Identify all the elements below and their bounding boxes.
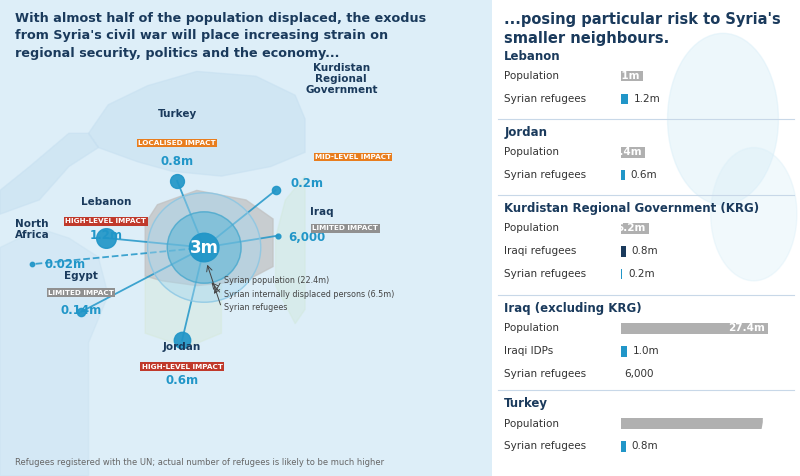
Text: 4.4m: 4.4m — [612, 147, 642, 158]
Text: Kurdistan
Regional
Government: Kurdistan Regional Government — [305, 63, 378, 95]
Circle shape — [147, 193, 261, 302]
Text: Jordan: Jordan — [163, 342, 201, 352]
Text: 0.6m: 0.6m — [630, 170, 658, 180]
Point — [99, 234, 112, 242]
Circle shape — [710, 148, 797, 281]
Text: Population: Population — [504, 323, 559, 334]
Text: Syrian refugees: Syrian refugees — [504, 94, 586, 104]
Bar — [622, 346, 626, 357]
Bar — [622, 170, 625, 180]
Text: With almost half of the population displaced, the exodus
from Syria's civil war : With almost half of the population displ… — [14, 12, 426, 60]
Polygon shape — [0, 228, 108, 476]
Text: 27.4m: 27.4m — [728, 323, 765, 334]
Circle shape — [667, 33, 778, 205]
Text: LIMITED IMPACT: LIMITED IMPACT — [48, 290, 114, 296]
Bar — [622, 223, 649, 234]
Text: Population: Population — [504, 147, 559, 158]
Text: 1.2m: 1.2m — [90, 229, 122, 242]
Text: Turkey: Turkey — [504, 397, 548, 410]
Text: Syrian refugees: Syrian refugees — [504, 441, 586, 452]
Text: 0.8m: 0.8m — [632, 441, 658, 452]
Polygon shape — [0, 133, 98, 214]
Text: 1.0m: 1.0m — [633, 346, 659, 357]
Text: 5.2m: 5.2m — [617, 223, 646, 234]
Polygon shape — [145, 190, 273, 286]
Text: 0.8m: 0.8m — [632, 246, 658, 257]
Text: Lebanon: Lebanon — [81, 197, 131, 207]
Text: Population: Population — [504, 71, 559, 81]
Text: Refugees registered with the UN; actual number of refugees is likely to be much : Refugees registered with the UN; actual … — [14, 458, 384, 467]
Text: Population: Population — [504, 418, 559, 429]
Text: 0.8m: 0.8m — [161, 155, 194, 169]
Point — [271, 232, 284, 239]
Text: MID-LEVEL IMPACT: MID-LEVEL IMPACT — [315, 154, 391, 160]
Text: 0.14m: 0.14m — [61, 304, 102, 317]
Bar — [622, 147, 645, 158]
Point — [269, 187, 282, 194]
Text: Syrian refugees: Syrian refugees — [224, 303, 287, 312]
Text: LOCALISED IMPACT: LOCALISED IMPACT — [138, 140, 216, 146]
Text: 0.2m: 0.2m — [629, 269, 655, 279]
Text: Egypt: Egypt — [64, 271, 98, 281]
Text: Population: Population — [504, 223, 559, 234]
Text: Turkey: Turkey — [158, 109, 197, 119]
Text: Iraqi refugees: Iraqi refugees — [504, 246, 577, 257]
Text: 4.1m: 4.1m — [610, 71, 640, 81]
Point — [26, 260, 38, 268]
Bar — [622, 323, 768, 334]
Text: 6,000: 6,000 — [625, 369, 654, 379]
Text: HIGH-LEVEL IMPACT: HIGH-LEVEL IMPACT — [66, 218, 146, 224]
Text: Syrian population (22.4m): Syrian population (22.4m) — [224, 277, 329, 285]
Polygon shape — [89, 71, 305, 176]
Text: Iraqi IDPs: Iraqi IDPs — [504, 346, 554, 357]
Text: Syrian refugees: Syrian refugees — [504, 170, 586, 180]
Text: Syrian internally displaced persons (6.5m): Syrian internally displaced persons (6.5… — [224, 290, 394, 298]
Bar — [622, 418, 768, 429]
Text: 0.2m: 0.2m — [290, 177, 323, 190]
Text: 6,000: 6,000 — [288, 230, 325, 244]
Text: 3m: 3m — [190, 238, 218, 257]
Circle shape — [190, 233, 219, 262]
Text: HIGH-LEVEL IMPACT: HIGH-LEVEL IMPACT — [142, 364, 222, 369]
Text: LIMITED IMPACT: LIMITED IMPACT — [313, 226, 378, 231]
Point — [170, 177, 183, 185]
Text: 1.2m: 1.2m — [634, 94, 661, 104]
Text: 0.6m: 0.6m — [166, 374, 198, 387]
Circle shape — [167, 212, 241, 283]
Text: Kurdistan Regional Government (KRG): Kurdistan Regional Government (KRG) — [504, 202, 759, 215]
Text: 0.02m: 0.02m — [44, 258, 86, 271]
Bar — [622, 441, 626, 452]
Text: Syrian refugees: Syrian refugees — [504, 369, 586, 379]
Text: North
Africa: North Africa — [14, 219, 50, 240]
Text: Syrian refugees: Syrian refugees — [504, 269, 586, 279]
Text: Iraq (excluding KRG): Iraq (excluding KRG) — [504, 302, 642, 315]
Text: Lebanon: Lebanon — [504, 50, 561, 63]
Point — [176, 337, 189, 344]
Polygon shape — [275, 176, 305, 324]
Bar — [622, 246, 626, 257]
Text: Iraq: Iraq — [310, 207, 334, 217]
Polygon shape — [145, 276, 222, 347]
Text: ...posing particular risk to Syria's
smaller neighbours.: ...posing particular risk to Syria's sma… — [504, 12, 781, 46]
Point — [74, 308, 87, 316]
Text: Jordan: Jordan — [504, 126, 547, 139]
Bar — [622, 94, 628, 104]
Text: 74m: 74m — [765, 418, 790, 429]
Bar — [622, 71, 643, 81]
